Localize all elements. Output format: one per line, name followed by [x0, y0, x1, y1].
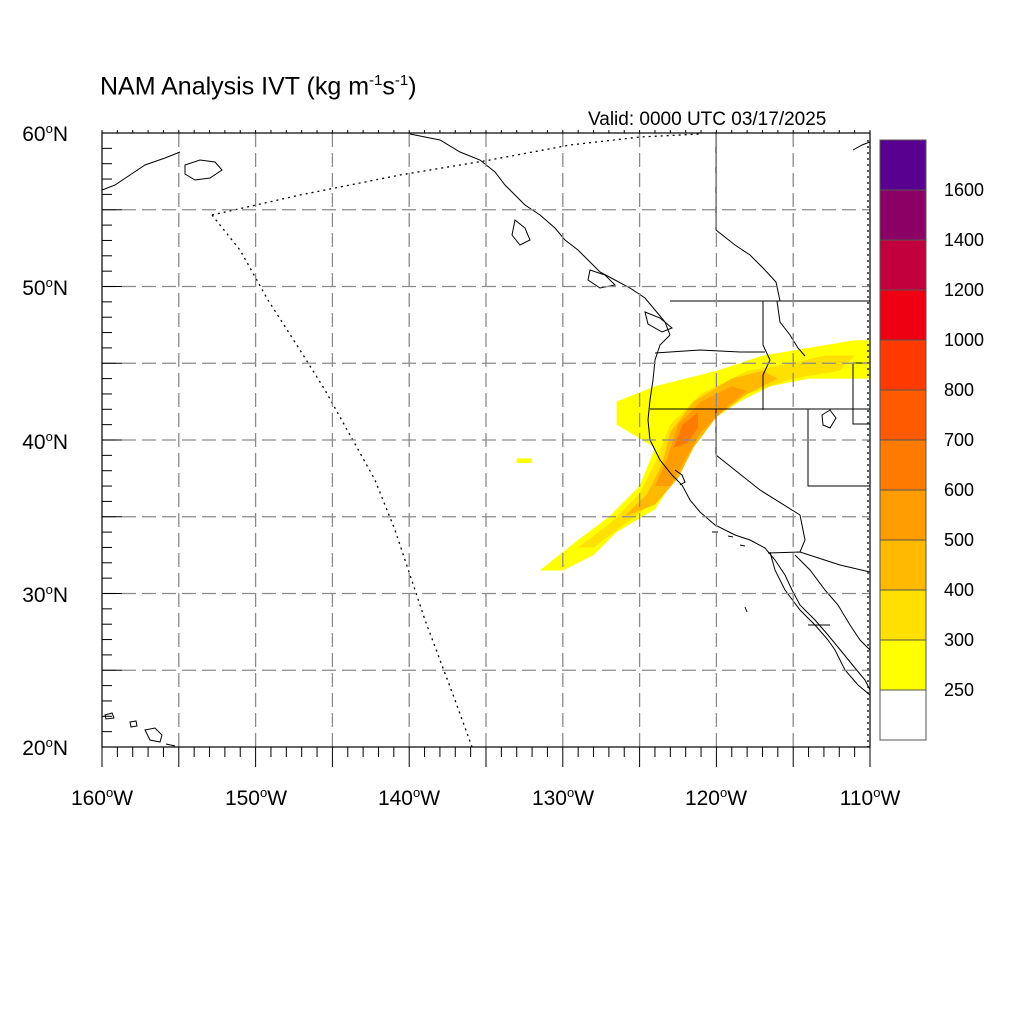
washington-oregon-border	[654, 349, 765, 354]
international-dateline-path	[211, 133, 869, 747]
alaska-peninsula	[102, 151, 181, 191]
colorbar-label-400: 400	[944, 580, 975, 600]
maritime-boundary-dotted-west	[211, 214, 473, 747]
lon-label-110w: 110oW	[839, 785, 901, 810]
coastlines	[102, 133, 870, 747]
colorbar	[879, 139, 927, 741]
colorbar-box-1	[879, 189, 927, 241]
colorbar-box-8	[879, 539, 927, 591]
map-title: NAM Analysis IVT (kg m-1s-1)	[100, 72, 417, 101]
colorbar-label-1200: 1200	[944, 280, 985, 300]
maritime-boundary-dotted-north	[211, 133, 701, 216]
colorbar-box-5	[879, 389, 927, 441]
channel-islands	[712, 531, 746, 547]
colorbar-label-300: 300	[944, 630, 975, 650]
nevada-utah-border	[807, 409, 870, 487]
ivt-region-600-4	[673, 412, 698, 448]
montana-idaho-border	[776, 300, 806, 357]
colorbar-box-4	[879, 339, 927, 391]
mainland-alaska-east	[852, 141, 870, 151]
lat-label-20n: 20oN	[22, 735, 68, 760]
colorbar-label-500: 500	[944, 530, 975, 550]
colorbar-label-600: 600	[944, 480, 975, 500]
lat-label-60n: 60oN	[22, 121, 68, 146]
lat-label-40n: 40oN	[22, 429, 68, 454]
colorbar-box-0	[879, 139, 927, 191]
ivt-region-500-3	[655, 386, 748, 486]
colorbar-box-9	[879, 589, 927, 641]
san-francisco-bay	[674, 469, 686, 486]
alaska-bc-coastline	[409, 133, 671, 336]
lon-label-150w: 150oW	[224, 785, 288, 810]
guadalupe-island	[744, 606, 748, 613]
colorbar-label-1600: 1600	[944, 180, 985, 200]
colorbar-box-2	[879, 239, 927, 291]
lon-label-130w: 130oW	[531, 785, 595, 810]
ivt-shading	[516, 340, 870, 571]
valid-time: Valid: 0000 UTC 03/17/2025	[588, 109, 827, 130]
lon-label-160w: 160oW	[70, 785, 134, 810]
lat-label-50n: 50oN	[22, 275, 68, 300]
hawaii-islands	[104, 712, 176, 747]
great-salt-lake	[821, 409, 837, 429]
lon-label-120w: 120oW	[684, 785, 748, 810]
ivt-region-250-5	[516, 458, 533, 463]
us-mexico-border	[767, 551, 870, 573]
colorbar-box-6	[879, 439, 927, 491]
us-west-coastline	[647, 334, 870, 691]
colorbar-label-1000: 1000	[944, 330, 985, 350]
kodiak-island	[184, 159, 223, 181]
california-nevada-border	[715, 409, 801, 516]
gulf-of-california	[794, 554, 870, 651]
colorbar-box-7	[879, 489, 927, 541]
colorbar-label-800: 800	[944, 380, 975, 400]
baja-coastline	[769, 551, 870, 696]
colorbar-label-700: 700	[944, 430, 975, 450]
political-boundaries	[650, 133, 870, 626]
colorbar-label-250: 250	[944, 680, 975, 700]
colorbar-label-1400: 1400	[944, 230, 985, 250]
idaho-border	[762, 301, 771, 410]
arizona-california-border	[799, 514, 806, 553]
colorbar-box-3	[879, 289, 927, 341]
colorbar-box-10	[879, 639, 927, 691]
lat-label-30n: 30oN	[22, 582, 68, 607]
lon-label-140w: 140oW	[377, 785, 441, 810]
graticule	[102, 133, 870, 747]
plot-frame	[101, 132, 871, 748]
colorbar-box-11	[879, 689, 927, 741]
alberta-bc-border	[715, 133, 781, 302]
